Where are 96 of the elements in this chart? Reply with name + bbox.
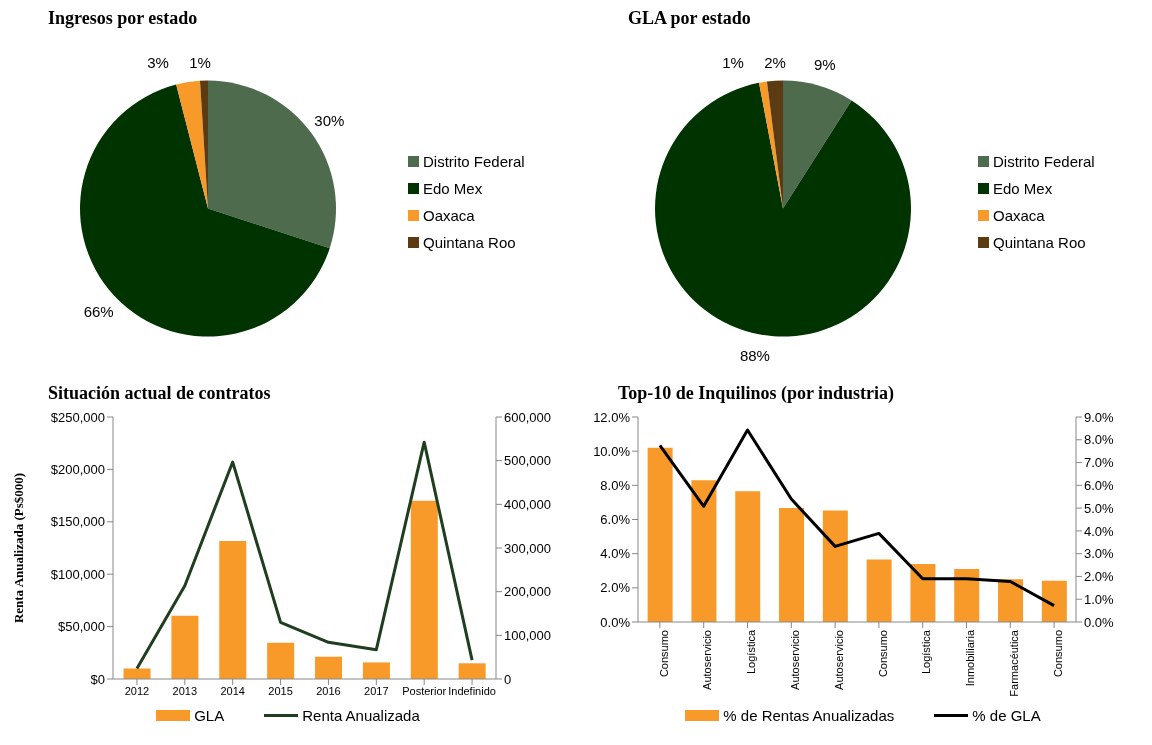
bar	[315, 656, 343, 679]
y2-tick-label: 9.0%	[1084, 409, 1115, 425]
x-tick-label: Posterior	[402, 684, 447, 697]
y2-tick-label: 1.0%	[1084, 591, 1115, 607]
y2-tick-label: 0.0%	[1084, 614, 1115, 630]
y2-tick-label: 500,000	[504, 453, 551, 469]
bar	[362, 662, 390, 679]
y2-tick-label: 0	[504, 671, 512, 687]
pie-slice	[759, 81, 783, 209]
legend-label: Edo Mex	[993, 180, 1053, 197]
bar	[267, 642, 295, 679]
bar	[647, 447, 673, 622]
legend-label: Renta Anualizada	[302, 707, 420, 724]
y2-tick-label: 400,000	[504, 496, 551, 512]
chart-title: Situación actual de contratos	[48, 383, 272, 405]
bar	[691, 480, 717, 622]
y-tick-label: 10.0%	[593, 443, 631, 459]
x-tick-label: Farmacéutica	[1008, 629, 1021, 697]
bar	[458, 663, 486, 679]
y2-tick-label: 4.0%	[1084, 523, 1115, 539]
line-series	[658, 428, 1056, 608]
legend-label: % de GLA	[972, 707, 1041, 724]
data-label: 88%	[739, 347, 770, 365]
bar	[735, 491, 761, 622]
x-tick-label: 2013	[172, 684, 198, 697]
legend-label: % de Rentas Anualizadas	[723, 707, 895, 724]
y2-tick-label: 100,000	[504, 627, 551, 643]
legend-label: Quintana Roo	[423, 234, 516, 251]
legend-label: GLA	[194, 707, 225, 724]
y-tick-label: 2.0%	[600, 580, 631, 596]
y2-tick-label: 600,000	[504, 409, 551, 425]
x-tick-label: Indefinido	[448, 684, 496, 697]
bar	[219, 541, 247, 679]
y2-tick-label: 200,000	[504, 584, 551, 600]
bar	[954, 569, 980, 622]
y2-tick-label: 8.0%	[1084, 432, 1115, 448]
x-tick-label: Consumo	[657, 630, 670, 678]
data-label: 66%	[83, 302, 114, 320]
line-series	[135, 440, 474, 671]
legend-label: Oaxaca	[423, 207, 475, 224]
bar	[410, 500, 438, 679]
y-tick-label: $100,000	[50, 566, 105, 582]
y-tick-label: 0.0%	[600, 614, 631, 630]
legend-label: Distrito Federal	[423, 153, 525, 170]
x-tick-label: Inmobiliaria	[964, 629, 977, 687]
chart-title: GLA por estado	[628, 8, 752, 30]
data-label: 1%	[722, 54, 744, 72]
x-tick-label: Logística	[745, 629, 758, 675]
x-tick-label: Consumo	[876, 630, 889, 678]
x-tick-label: 2017	[364, 684, 389, 697]
y-tick-label: 6.0%	[600, 512, 631, 528]
y-tick-label: $50,000	[58, 619, 105, 635]
chart-title: Ingresos por estado	[48, 8, 199, 30]
x-tick-label: Logística	[920, 629, 933, 675]
pie-slice	[783, 80, 852, 209]
y2-tick-label: 6.0%	[1084, 477, 1115, 493]
bar	[866, 559, 892, 622]
x-tick-label: Autoservicio	[789, 630, 802, 690]
bar	[1041, 580, 1067, 622]
chart-title: Top-10 de Inquilinos (por industria)	[618, 383, 896, 405]
y-tick-label: 8.0%	[600, 477, 631, 493]
x-tick-label: Autoservicio	[832, 630, 845, 690]
bar	[910, 563, 936, 622]
y2-tick-label: 300,000	[504, 540, 551, 556]
y2-tick-label: 5.0%	[1084, 500, 1115, 516]
legend-label: Quintana Roo	[993, 234, 1086, 251]
y-tick-label: $200,000	[50, 462, 105, 478]
y-tick-label: 12.0%	[593, 409, 631, 425]
y2-tick-label: 7.0%	[1084, 455, 1115, 471]
y-tick-label: 4.0%	[600, 546, 631, 562]
data-label: 1%	[189, 54, 211, 72]
y-axis-title: Renta Anualizada (Ps$000)	[10, 472, 26, 624]
x-tick-label: 2016	[316, 684, 341, 697]
legend-label: Distrito Federal	[993, 153, 1095, 170]
bar	[171, 615, 199, 679]
y2-tick-label: 3.0%	[1084, 546, 1115, 562]
bar	[822, 510, 848, 622]
x-tick-label: Autoservicio	[701, 630, 714, 690]
data-label: 9%	[814, 56, 836, 74]
legend-label: Edo Mex	[423, 180, 483, 197]
data-label: 2%	[764, 54, 786, 72]
y-tick-label: $0	[90, 671, 105, 687]
x-tick-label: Consumo	[1051, 630, 1064, 678]
legend-label: Oaxaca	[993, 207, 1045, 224]
x-tick-label: 2012	[124, 684, 150, 697]
bar	[998, 579, 1024, 622]
y-tick-label: $150,000	[50, 514, 105, 530]
pie-slice	[176, 80, 208, 209]
data-label: 3%	[147, 54, 169, 72]
data-label: 30%	[314, 111, 345, 129]
y2-tick-label: 2.0%	[1084, 569, 1115, 585]
x-tick-label: 2015	[268, 684, 293, 697]
bar	[779, 508, 805, 622]
x-tick-label: 2014	[220, 684, 245, 697]
pie-slice	[655, 82, 911, 337]
y-tick-label: $250,000	[50, 409, 105, 425]
